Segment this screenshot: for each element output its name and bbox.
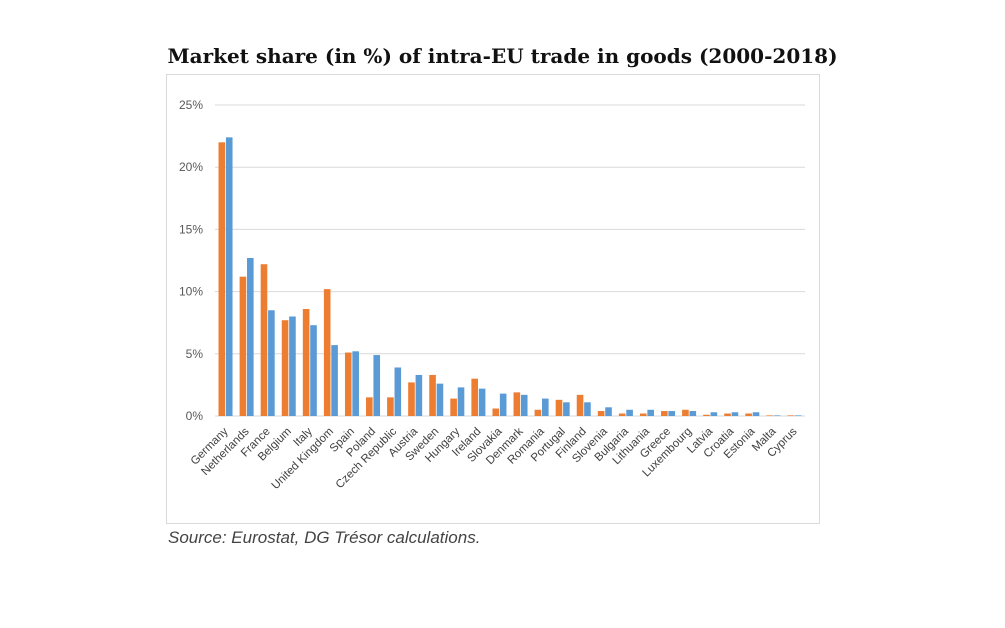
- y-tick-label: 10%: [179, 285, 203, 299]
- bar: [597, 411, 605, 416]
- bar: [563, 402, 570, 416]
- bar: [225, 137, 233, 416]
- bar: [331, 345, 338, 416]
- bar: [247, 258, 254, 416]
- bar: [794, 415, 802, 416]
- bar: [745, 413, 752, 416]
- bar: [281, 320, 289, 416]
- bar: [639, 413, 647, 416]
- y-tick-label: 20%: [179, 160, 203, 174]
- bar: [542, 398, 549, 416]
- y-tick-label: 15%: [179, 222, 203, 236]
- bar: [626, 409, 633, 416]
- y-tick-label: 0%: [186, 409, 204, 423]
- bar: [766, 415, 773, 416]
- bar: [394, 367, 402, 416]
- bar: [366, 397, 373, 416]
- bar: [576, 394, 584, 416]
- bar: [773, 415, 781, 416]
- bar-chart: 0%5%10%15%20%25%GermanyNetherlandsFrance…: [179, 98, 805, 492]
- bar: [415, 374, 423, 416]
- y-tick-label: 5%: [186, 347, 204, 361]
- bar: [661, 411, 668, 416]
- bar: [268, 310, 275, 416]
- bar: [492, 408, 500, 416]
- bar: [584, 402, 591, 416]
- bar: [352, 351, 359, 416]
- bar: [499, 393, 507, 416]
- bar: [344, 352, 352, 416]
- y-tick-label: 25%: [179, 98, 203, 112]
- bar: [513, 392, 521, 416]
- bar: [289, 316, 296, 416]
- chart-area: 0% 5% 10% 15% 20% 25% Germany Netherlands France…: [166, 74, 820, 524]
- bar: [239, 276, 247, 416]
- bar: [520, 394, 528, 416]
- bar: [689, 411, 697, 416]
- bar: [682, 409, 689, 416]
- bar: [647, 409, 654, 416]
- bar: [373, 355, 381, 416]
- bar: [724, 413, 731, 416]
- bar: [710, 412, 718, 416]
- bar: [605, 407, 612, 416]
- source-note: Source: Eurostat, DG Trésor calculations…: [168, 528, 481, 547]
- bar: [618, 413, 626, 416]
- bar: [668, 411, 676, 416]
- bar: [260, 264, 268, 416]
- bar: [787, 415, 795, 416]
- bar: [478, 388, 486, 416]
- bar: [310, 325, 317, 416]
- chart-title: Market share (in %) of intra-EU trade in…: [167, 44, 838, 68]
- bar: [302, 309, 310, 416]
- bar: [450, 398, 457, 416]
- bar: [752, 412, 760, 416]
- bar: [457, 387, 465, 416]
- bar: [703, 414, 710, 416]
- bar: [218, 142, 226, 416]
- bar: [323, 289, 331, 416]
- bar: [429, 374, 436, 416]
- bar: [436, 383, 444, 416]
- bar: [387, 397, 394, 416]
- bar: [471, 378, 478, 416]
- bar: [731, 412, 739, 416]
- bar: [534, 409, 542, 416]
- bar: [555, 399, 563, 416]
- bar: [408, 382, 415, 416]
